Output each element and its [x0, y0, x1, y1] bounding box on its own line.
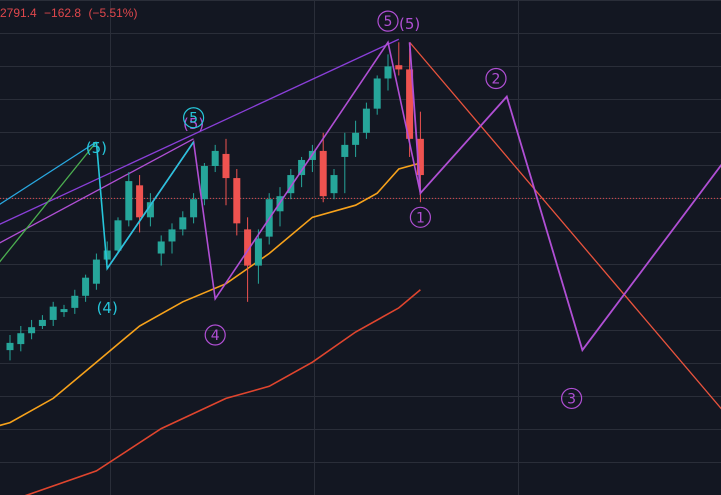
candle-body	[114, 220, 122, 251]
candle-body	[190, 199, 198, 218]
candle-body	[92, 259, 100, 284]
candle-body	[71, 295, 79, 308]
candle-body	[38, 319, 46, 326]
price-change: −162.8	[44, 6, 82, 20]
candle-body	[222, 153, 230, 179]
last-price: 2791.4	[0, 6, 37, 20]
candle-body	[298, 159, 306, 176]
candle-body	[6, 342, 14, 351]
wave-label-circle	[485, 67, 507, 90]
candle-body	[103, 250, 111, 260]
candle-body	[60, 309, 68, 313]
candle-body	[244, 229, 252, 266]
candle-body	[352, 132, 360, 145]
candle-body	[341, 144, 349, 157]
channel-line	[0, 38, 400, 225]
candle-body	[82, 277, 90, 296]
candle-body	[168, 229, 176, 242]
candle-body	[179, 217, 187, 230]
price-change-percent: (−5.51%)	[88, 6, 138, 20]
wave-label-circle	[377, 10, 399, 32]
wave-label-circle	[183, 107, 205, 129]
wave-label: 3	[567, 391, 576, 407]
wave-label: 5	[189, 111, 198, 127]
candle-body	[254, 238, 262, 266]
candle-body	[146, 202, 154, 218]
wave-label: 4	[211, 328, 220, 344]
channel-line	[409, 41, 721, 410]
candle-body	[406, 69, 414, 139]
wave-label: 5	[384, 14, 393, 30]
candle-body	[287, 175, 295, 194]
candle-body	[200, 166, 208, 200]
candle-body	[233, 178, 241, 224]
wave-label: 1	[416, 210, 425, 226]
candles	[6, 42, 424, 361]
candle-body	[49, 306, 57, 320]
candle-body	[17, 333, 25, 345]
wave-label: (5)	[86, 139, 107, 157]
price-header: 2791.4 −162.8 (−5.51%)	[0, 4, 141, 22]
candle-body	[319, 150, 327, 197]
wave-label-circle	[560, 387, 583, 410]
wave-label-circle	[204, 324, 226, 346]
candle-body	[384, 66, 392, 79]
wave-projection-path	[408, 42, 721, 353]
candle-body	[136, 185, 144, 218]
elliott-subwave-path	[95, 141, 195, 271]
channel-line	[0, 138, 194, 244]
moving-average-line	[24, 289, 421, 495]
wave-label: (5)	[399, 15, 420, 33]
candle-body	[28, 327, 36, 334]
channel-line	[0, 141, 97, 263]
candle-body	[362, 108, 370, 133]
wave-label: (5)	[183, 115, 204, 133]
wave-label: 2	[492, 71, 501, 87]
candle-body	[211, 150, 219, 167]
candle-body	[373, 78, 381, 109]
candle-body	[125, 181, 133, 221]
channel-line	[0, 141, 97, 205]
wave-label: (4)	[97, 299, 118, 317]
wave-labels: (5)(4)(5)545 (5)123	[86, 10, 583, 410]
candle-body	[395, 65, 403, 70]
candle-body	[157, 241, 165, 254]
candle-body	[416, 138, 424, 176]
candle-body	[330, 175, 338, 194]
wave-label-circle	[409, 206, 431, 228]
